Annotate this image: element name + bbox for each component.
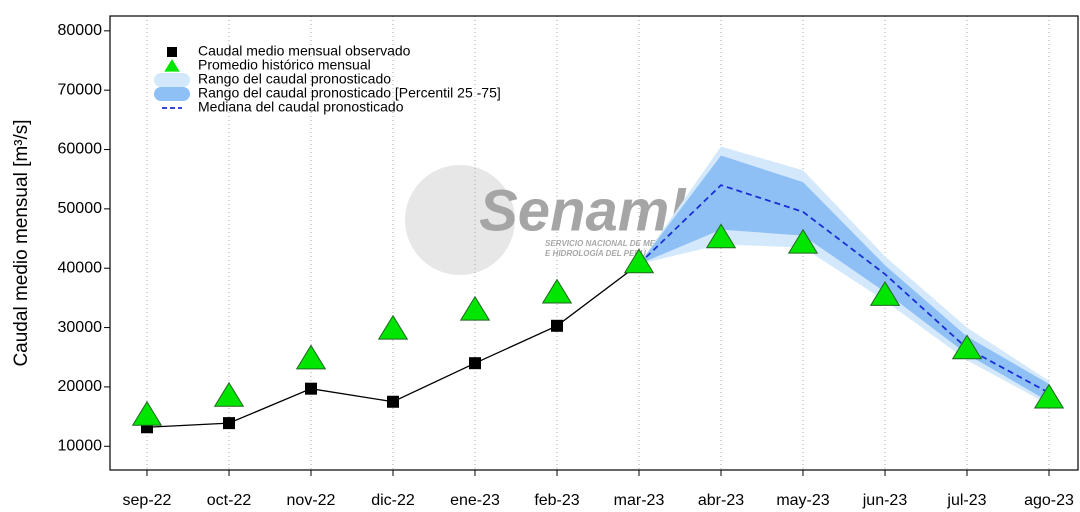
plot-frame <box>109 15 1079 471</box>
historic-point <box>623 248 655 274</box>
legend-label: Rango del caudal pronosticado <box>198 71 391 87</box>
historic-point <box>705 223 737 249</box>
forecast-band <box>639 155 1049 402</box>
historic-point <box>213 381 245 407</box>
y-tick-label: 70000 <box>58 81 103 98</box>
historic-point <box>787 228 819 254</box>
observed-point <box>223 417 235 430</box>
historic-point <box>377 314 409 340</box>
observed-point <box>469 357 481 370</box>
y-tick-label: 10000 <box>58 437 103 454</box>
legend-label: Promedio histórico mensual <box>198 57 371 73</box>
historic-point <box>131 400 163 426</box>
watermark-sun <box>405 165 515 275</box>
median-line <box>638 184 1050 394</box>
x-tick-label: feb-23 <box>534 492 579 509</box>
x-tick-label: abr-23 <box>698 492 744 509</box>
x-tick-label: ago-23 <box>1024 492 1074 509</box>
legend-symbol <box>154 73 190 87</box>
historic-point <box>1033 383 1065 409</box>
legend-symbol <box>167 47 177 57</box>
y-tick-label: 60000 <box>58 141 103 158</box>
x-tick-label: nov-22 <box>287 492 336 509</box>
legend-label: Mediana del caudal pronosticado <box>198 99 404 115</box>
legend-label: Caudal medio mensual observado <box>198 43 411 59</box>
x-tick-label: sep-22 <box>123 492 172 509</box>
y-tick-label: 50000 <box>58 200 103 217</box>
observed-point <box>387 395 399 408</box>
observed-point <box>305 382 317 395</box>
historic-point <box>869 280 901 306</box>
y-tick-label: 20000 <box>58 378 103 395</box>
legend-symbol <box>164 59 180 72</box>
y-tick-label: 40000 <box>58 259 103 276</box>
y-tick-label: 30000 <box>58 319 103 336</box>
watermark-sub: E HIDROLOGÍA DEL PERÚ <box>545 249 646 258</box>
historic-point <box>459 295 491 321</box>
x-tick-label: ene-23 <box>450 492 500 509</box>
historic-point <box>295 344 327 370</box>
x-tick-label: oct-22 <box>207 492 252 509</box>
x-tick-label: jul-23 <box>946 492 986 509</box>
y-tick-label: 80000 <box>58 22 103 39</box>
x-tick-label: dic-22 <box>371 492 415 509</box>
x-tick-label: jun-23 <box>862 492 908 509</box>
observed-point <box>551 319 563 332</box>
legend-symbol <box>154 87 190 101</box>
historic-point <box>541 278 573 304</box>
watermark-sub: SERVICIO NACIONAL DE METEOROLOGÍA <box>545 239 709 248</box>
legend-label: Rango del caudal pronosticado [Percentil… <box>198 85 501 101</box>
historic-point <box>951 334 983 360</box>
x-tick-label: may-23 <box>776 492 829 509</box>
x-tick-label: mar-23 <box>614 492 665 509</box>
y-axis-label: Caudal medio mensual [m³/s] <box>11 119 32 366</box>
